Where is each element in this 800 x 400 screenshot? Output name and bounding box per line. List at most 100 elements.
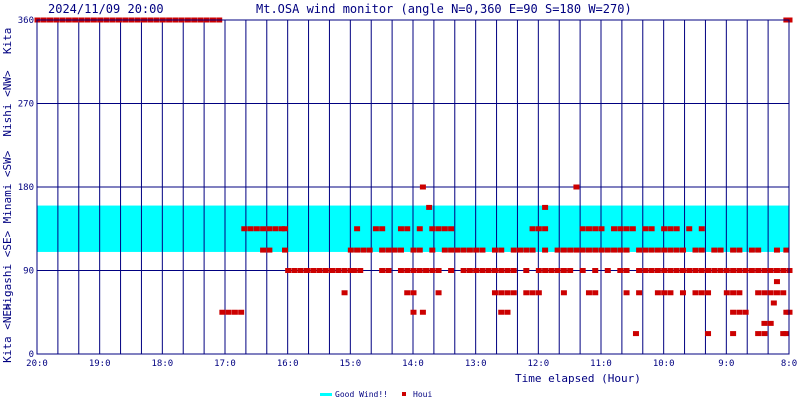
houi-point (523, 247, 530, 253)
houi-point (397, 226, 404, 232)
houi-point (673, 268, 680, 273)
chart-axes: 20:0 19:0 18:0 17:0 16:0 15:0 14:0 13:0 12:0 11:0… (1, 16, 797, 369)
houi-point (783, 309, 790, 315)
houi-point (642, 247, 649, 253)
houi-point (742, 309, 749, 315)
houi-point (404, 268, 411, 273)
x-tick-label: 8:0 (781, 359, 797, 369)
houi-point (316, 268, 323, 273)
houi-point (354, 247, 361, 253)
houi-point (529, 247, 536, 253)
houi-point (730, 247, 737, 253)
x-tick-label: 18:0 (151, 359, 173, 369)
x-tick-label: 19:0 (89, 359, 111, 369)
houi-point (560, 247, 567, 253)
houi-point (397, 247, 404, 253)
houi-point (617, 226, 624, 232)
houi-point (780, 290, 787, 296)
houi-point (404, 226, 411, 232)
houi-point (219, 309, 226, 315)
houi-point (755, 331, 762, 337)
datetime-label: 2024/11/09 20:00 (48, 2, 164, 16)
houi-point (542, 268, 549, 273)
houi-point (410, 268, 417, 273)
houi-point (429, 268, 436, 273)
houi-point (617, 247, 624, 253)
y-tick-label: 270 (18, 100, 34, 110)
houi-point (491, 290, 498, 296)
houi-point (479, 268, 486, 273)
houi-point (350, 268, 357, 273)
houi-point (247, 226, 254, 232)
houi-point (592, 226, 599, 232)
houi-point (278, 226, 285, 232)
direction-label: Kita <NE> (1, 303, 14, 363)
houi-point (504, 268, 511, 273)
houi-point (642, 226, 649, 232)
houi-point (404, 290, 411, 296)
houi-point (329, 268, 336, 273)
houi-point (385, 268, 392, 273)
houi-point (773, 268, 780, 273)
houi-point (755, 268, 762, 273)
houi-point (560, 290, 567, 296)
houi-point (410, 309, 417, 315)
houi-point (686, 226, 693, 232)
houi-point (523, 290, 530, 296)
houi-point (711, 247, 718, 253)
houi-point (473, 268, 480, 273)
houi-point (648, 247, 655, 253)
houi-point (542, 247, 549, 253)
houi-point (510, 290, 517, 296)
houi-point (341, 290, 348, 296)
houi-point (510, 247, 517, 253)
houi-point (504, 309, 511, 315)
houi-point (617, 268, 624, 273)
legend-houi-swatch (402, 392, 406, 396)
houi-point (761, 268, 768, 273)
houi-point (755, 290, 762, 296)
houi-point (282, 226, 289, 232)
houi-point (419, 184, 426, 190)
houi-point (592, 268, 599, 273)
houi-point (510, 268, 517, 273)
houi-point (416, 268, 423, 273)
houi-point (611, 247, 618, 253)
houi-point (423, 268, 430, 273)
houi-point (354, 226, 361, 232)
houi-point (755, 247, 762, 253)
houi-point (426, 204, 433, 210)
houi-point (717, 268, 724, 273)
houi-point (598, 226, 605, 232)
x-tick-label: 17:0 (214, 359, 236, 369)
houi-point (636, 247, 643, 253)
houi-point (585, 226, 592, 232)
houi-point (679, 247, 686, 253)
houi-point (297, 268, 304, 273)
houi-point (748, 268, 755, 273)
x-tick-label: 16:0 (277, 359, 299, 369)
houi-point (448, 226, 455, 232)
houi-point (642, 268, 649, 273)
houi-point (441, 247, 448, 253)
houi-point (736, 309, 743, 315)
houi-point (347, 247, 354, 253)
houi-point (604, 268, 611, 273)
houi-point (761, 290, 768, 296)
houi-point (498, 268, 505, 273)
houi-point (303, 268, 310, 273)
direction-label: Nishi <NW> (1, 70, 14, 137)
x-axis-label: Time elapsed (Hour) (515, 372, 641, 385)
x-tick-label: 11:0 (590, 359, 612, 369)
houi-point (560, 268, 567, 273)
houi-point (773, 290, 780, 296)
houi-point (673, 247, 680, 253)
houi-point (667, 247, 674, 253)
houi-point (473, 247, 480, 253)
houi-point (723, 290, 730, 296)
houi-point (491, 268, 498, 273)
houi-point (435, 268, 442, 273)
houi-point (767, 320, 774, 326)
houi-point (266, 247, 273, 253)
legend-good-wind-label: Good Wind!! (335, 390, 388, 399)
